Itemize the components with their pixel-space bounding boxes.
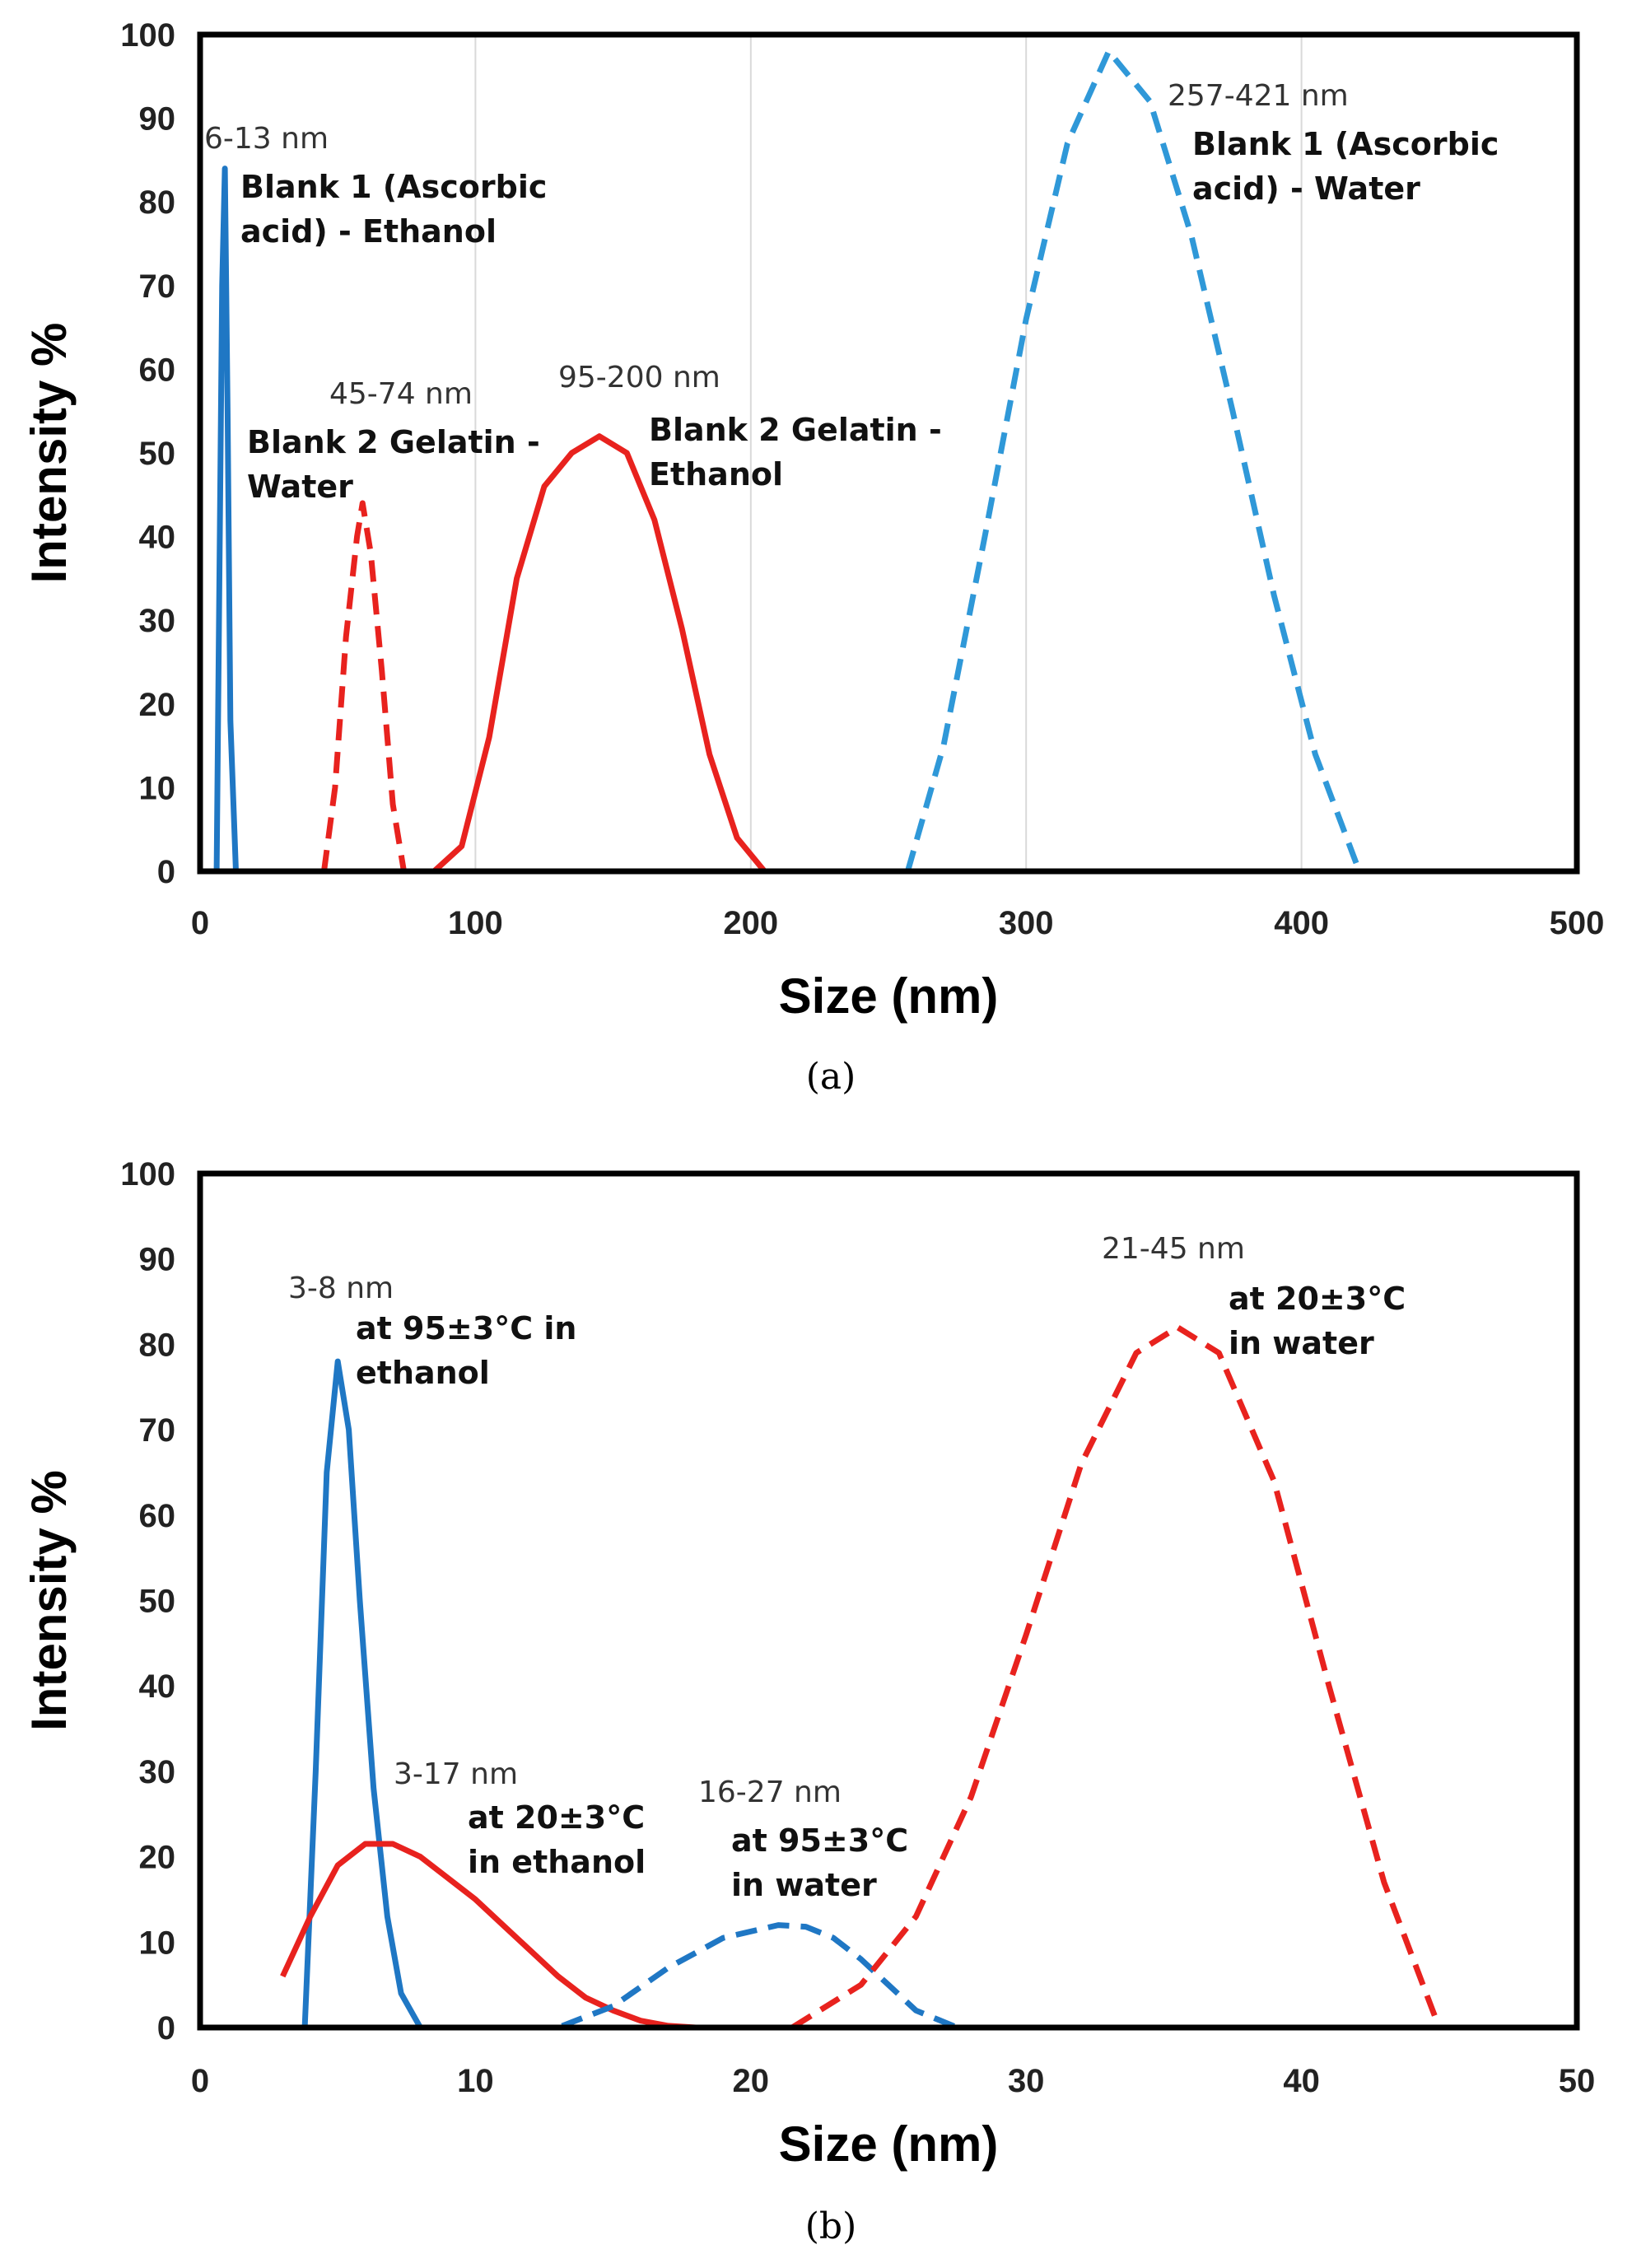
series-range-label: 3-8 nm <box>288 1272 394 1305</box>
series-line <box>282 1358 1577 2031</box>
series-range-label: 257-421 nm <box>1168 79 1349 113</box>
x-tick-label: 10 <box>457 2063 494 2099</box>
series-name-label: at 95±3°C in <box>356 1310 576 1346</box>
series-name-label: at 95±3°C <box>731 1822 908 1859</box>
y-tick-label: 70 <box>139 1412 176 1449</box>
x-tick-label: 0 <box>191 905 209 941</box>
series-name-label: in ethanol <box>468 1844 646 1880</box>
series-name-label: acid) - Water <box>1192 170 1420 207</box>
x-tick-label: 200 <box>723 905 778 941</box>
y-tick-label: 60 <box>139 1498 176 1534</box>
y-tick-label: 0 <box>157 2010 175 2046</box>
plot-frame <box>197 31 1580 875</box>
series-range-label: 45-74 nm <box>329 377 473 411</box>
series-range-label: 3-17 nm <box>394 1757 518 1791</box>
y-tick-label: 0 <box>157 854 175 890</box>
x-tick-label: 50 <box>1559 2063 1596 2099</box>
series-range-label: 6-13 nm <box>204 122 329 156</box>
series-line <box>321 500 407 872</box>
series-line <box>200 166 1577 875</box>
y-tick-label: 10 <box>139 770 176 806</box>
y-axis-title: Intensity % <box>21 1470 77 1731</box>
y-tick-label: 20 <box>139 687 176 723</box>
y-tick-label: 30 <box>139 603 176 639</box>
y-tick-label: 30 <box>139 1754 176 1790</box>
series-name-label: in water <box>731 1867 877 1903</box>
series-line <box>200 1922 958 2031</box>
x-axis-title: Size (nm) <box>779 968 999 1024</box>
y-tick-label: 60 <box>139 352 176 388</box>
y-tick-label: 100 <box>120 1156 175 1192</box>
y-tick-label: 70 <box>139 268 176 305</box>
x-tick-label: 0 <box>191 2063 209 2099</box>
series-line <box>200 433 1577 875</box>
plot-frame <box>197 1170 1580 2031</box>
series-line <box>200 1324 1443 2031</box>
chart-panel-a: 0 10 20 30 40 50 60 70 80 90 100 0 100 200 300 400 500 Si… <box>21 17 1604 1098</box>
x-tick-label: 30 <box>1008 2063 1045 2099</box>
chart-panel-b: 0 10 20 30 40 50 60 70 80 90 100 0 10 20 30 40 50 Size (n… <box>21 1156 1595 2247</box>
x-tick-label: 20 <box>733 2063 770 2099</box>
series-name-label: in water <box>1229 1325 1374 1361</box>
y-tick-label: 90 <box>139 1242 176 1278</box>
series-name-label: at 20±3°C <box>468 1799 645 1836</box>
y-tick-label: 90 <box>139 101 176 138</box>
y-tick-label: 20 <box>139 1840 176 1876</box>
x-tick-label: 100 <box>448 905 503 941</box>
panel-label: (a) <box>806 1056 856 1098</box>
y-tick-label: 50 <box>139 436 176 472</box>
panel-label: (b) <box>805 2205 857 2247</box>
x-tick-label: 400 <box>1274 905 1329 941</box>
series-name-label: Blank 2 Gelatin - <box>247 424 540 460</box>
y-tick-label: 80 <box>139 184 176 221</box>
series-name-label: Blank 1 (Ascorbic <box>240 169 547 205</box>
y-tick-label: 100 <box>120 17 175 54</box>
y-tick-label: 80 <box>139 1327 176 1363</box>
y-tick-label: 50 <box>139 1584 176 1620</box>
series-range-label: 21-45 nm <box>1102 1232 1245 1266</box>
series-name-label: Blank 1 (Ascorbic <box>1192 126 1499 162</box>
x-tick-label: 500 <box>1550 905 1605 941</box>
series-name-label: Blank 2 Gelatin - <box>649 412 942 448</box>
series-name-label: Water <box>247 469 353 505</box>
x-tick-label: 300 <box>999 905 1054 941</box>
series-name-label: Ethanol <box>649 456 783 492</box>
y-axis-title: Intensity % <box>21 323 77 584</box>
y-tick-label: 40 <box>139 520 176 556</box>
series-name-label: acid) - Ethanol <box>240 213 497 250</box>
series-name-label: ethanol <box>356 1355 490 1391</box>
y-tick-label: 40 <box>139 1668 176 1705</box>
y-tick-label: 10 <box>139 1925 176 1961</box>
x-tick-label: 40 <box>1283 2063 1320 2099</box>
series-range-label: 95-200 nm <box>558 361 720 394</box>
series-line <box>905 48 1363 873</box>
series-line <box>280 1841 697 2031</box>
series-range-label: 16-27 nm <box>698 1776 842 1809</box>
series-name-label: at 20±3°C <box>1229 1281 1406 1317</box>
x-axis-title: Size (nm) <box>779 2116 999 2172</box>
